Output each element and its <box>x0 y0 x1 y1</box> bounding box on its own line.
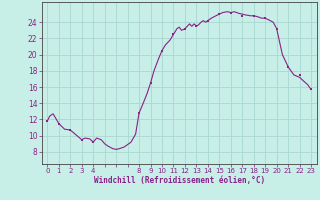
X-axis label: Windchill (Refroidissement éolien,°C): Windchill (Refroidissement éolien,°C) <box>94 176 265 185</box>
